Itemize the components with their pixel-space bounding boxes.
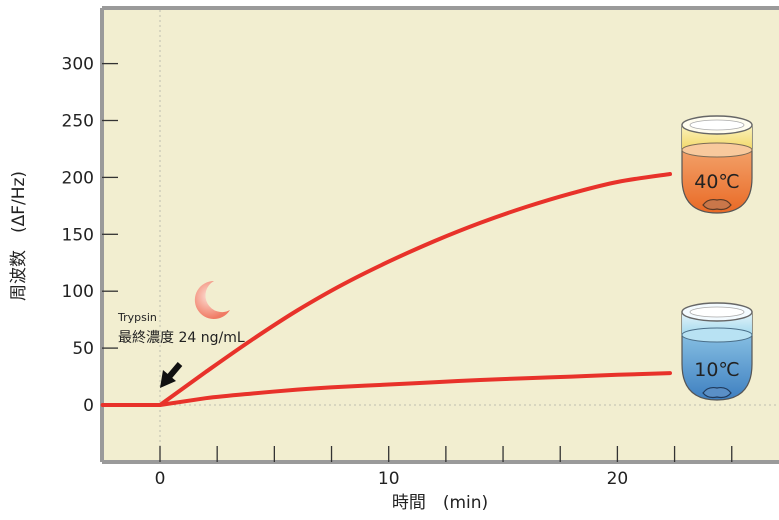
y-tick-label: 50 [72,339,94,359]
y-tick-label: 150 [62,225,94,245]
hot-cup-label: 40℃ [694,171,740,193]
x-tick-label: 20 [607,469,629,489]
plot-area [102,8,779,462]
cold-cup-icon [681,302,753,401]
injection-arrow-icon [160,362,183,388]
y-tick-label: 0 [83,396,94,416]
cold-cup-label: 10℃ [694,359,740,381]
y-tick-label: 200 [62,168,94,188]
y-tick-label: 100 [62,282,94,302]
y-tick-label: 300 [62,55,94,75]
plot-frame [100,6,779,464]
y-axis-title: 周波数 (ΔF/Hz) [9,171,29,301]
enzyme-name: Trypsin [117,311,157,324]
series-line-10c [100,371,672,407]
concentration-label: 最終濃度 24 ng/mL [118,330,245,346]
y-tick-label: 250 [62,112,94,132]
series-line-40c [100,172,672,407]
trypsin-moon-icon [194,280,230,319]
x-tick-label: 0 [155,469,166,489]
x-tick-label: 10 [378,469,400,489]
hot-cup-icon [681,115,753,214]
x-axis-title: 時間 (min) [392,493,488,513]
